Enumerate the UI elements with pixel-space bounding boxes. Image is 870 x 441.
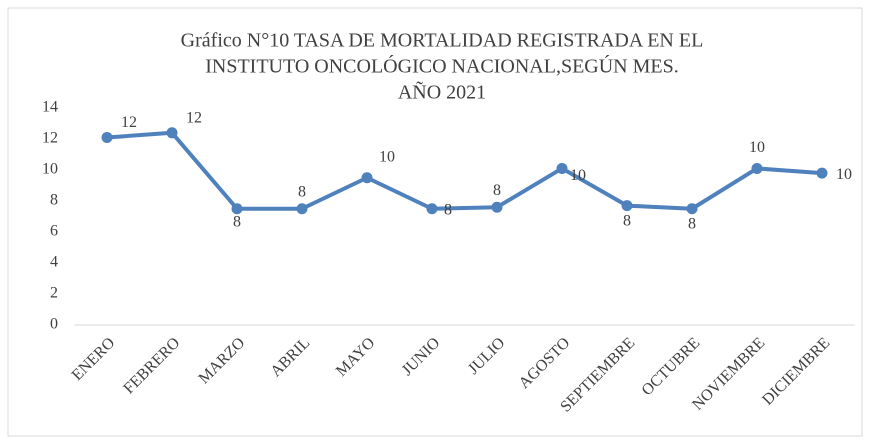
point bbox=[361, 172, 373, 184]
point bbox=[166, 127, 178, 139]
y-tick-label: 2 bbox=[50, 285, 58, 302]
y-tick-label: 8 bbox=[50, 192, 58, 209]
chart-title: Gráfico N°10 TASA DE MORTALIDAD REGISTRA… bbox=[181, 30, 704, 52]
data-label: 12 bbox=[186, 109, 202, 126]
data-label: 8 bbox=[444, 201, 452, 218]
data-label: 8 bbox=[233, 213, 241, 230]
y-tick-label: 4 bbox=[50, 254, 58, 271]
y-tick-label: 10 bbox=[42, 161, 58, 178]
point bbox=[101, 131, 113, 143]
data-label: 8 bbox=[623, 212, 631, 229]
data-label: 8 bbox=[493, 182, 501, 199]
point bbox=[816, 167, 828, 179]
y-tick-label: 14 bbox=[42, 99, 58, 116]
data-label: 10 bbox=[836, 166, 852, 183]
data-label: 8 bbox=[688, 215, 696, 232]
point bbox=[426, 203, 438, 215]
point bbox=[556, 162, 568, 174]
point bbox=[491, 201, 503, 213]
point bbox=[751, 162, 763, 174]
point bbox=[686, 203, 698, 215]
chart-title: AÑO 2021 bbox=[398, 80, 486, 104]
data-label: 10 bbox=[749, 139, 765, 156]
y-tick-label: 0 bbox=[50, 316, 58, 333]
point bbox=[231, 203, 243, 215]
y-tick-label: 6 bbox=[50, 223, 58, 240]
data-label: 10 bbox=[570, 167, 586, 184]
data-label: 8 bbox=[298, 183, 306, 200]
y-tick-label: 12 bbox=[42, 130, 58, 147]
line bbox=[106, 130, 823, 211]
point bbox=[296, 203, 308, 215]
chart-border bbox=[7, 7, 863, 437]
point bbox=[621, 200, 633, 212]
chart-title: INSTITUTO ONCOLÓGICO NACIONAL,SEGÚN MES. bbox=[205, 54, 679, 78]
data-label: 10 bbox=[379, 148, 395, 165]
data-label: 12 bbox=[121, 114, 137, 131]
